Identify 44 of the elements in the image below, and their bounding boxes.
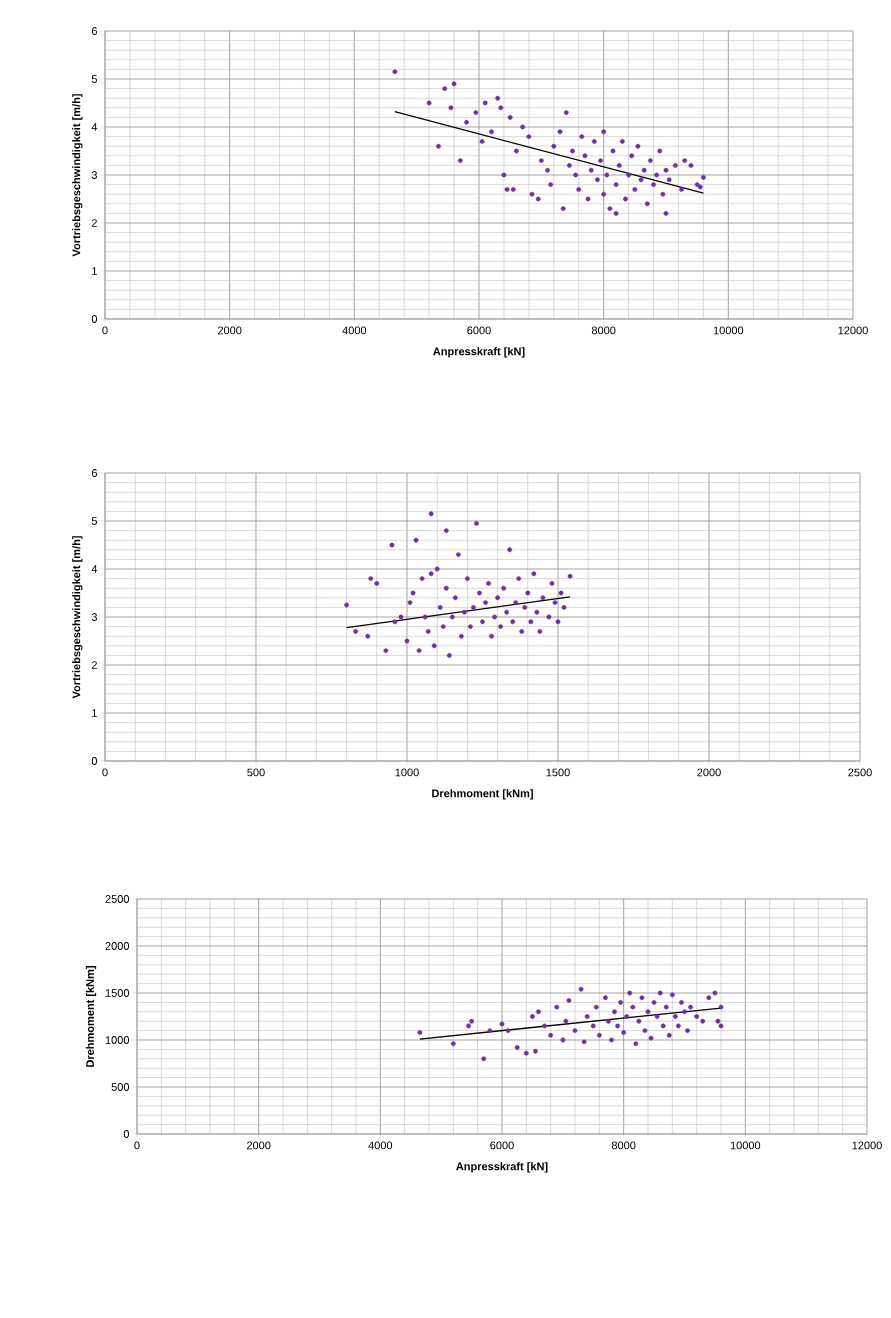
x-tick-label: 6000	[490, 1141, 514, 1150]
y-tick-label: 6	[91, 469, 97, 477]
y-tick-label: 3	[91, 171, 97, 179]
y-axis-title: Vortriebsgeschwindigkeit [m/h]	[72, 94, 83, 257]
x-tick-label: 12000	[852, 1141, 882, 1150]
x-tick-label: 1000	[395, 768, 419, 777]
y-tick-label: 1	[92, 709, 97, 717]
x-tick-label: 6000	[467, 326, 491, 335]
y-tick-label: 2500	[105, 895, 130, 903]
x-tick-label: 500	[247, 768, 265, 777]
y-tick-label: 4	[91, 123, 98, 131]
y-tick-label: 4	[91, 565, 98, 573]
x-tick-label: 2000	[246, 1141, 271, 1150]
y-tick-label: 3	[91, 613, 97, 621]
y-tick-label: 2	[91, 219, 97, 227]
x-axis-title: Anpresskraft [kN]	[456, 1162, 548, 1173]
y-tick-label: 0	[91, 757, 98, 765]
y-tick-label: 1500	[105, 989, 130, 997]
x-tick-label: 10000	[730, 1141, 761, 1150]
y-tick-label: 2000	[105, 942, 130, 950]
y-tick-label: 6	[91, 27, 97, 35]
x-tick-label: 12000	[838, 326, 868, 335]
y-tick-label: 5	[91, 75, 97, 83]
y-tick-label: 5	[91, 517, 97, 525]
x-tick-label: 8000	[611, 1141, 636, 1150]
y-tick-label: 1	[92, 267, 97, 275]
x-tick-label: 0	[134, 1141, 140, 1150]
x-tick-label: 2000	[697, 768, 721, 777]
y-tick-label: 1000	[105, 1036, 130, 1044]
x-tick-label: 8000	[591, 326, 616, 335]
x-axis-title: Anpresskraft [kN]	[433, 347, 525, 358]
x-tick-label: 2000	[217, 326, 242, 335]
y-tick-label: 2	[91, 661, 97, 669]
y-tick-label: 500	[111, 1083, 130, 1091]
y-axis-title: Vortriebsgeschwindigkeit [m/h]	[72, 536, 83, 699]
x-tick-label: 4000	[342, 326, 367, 335]
x-tick-label: 1500	[546, 768, 570, 777]
y-axis-title: Drehmoment [kNm]	[85, 966, 97, 1067]
x-tick-label: 10000	[713, 326, 744, 335]
x-tick-label: 4000	[368, 1141, 393, 1150]
x-axis-title: Drehmoment [kNm]	[432, 789, 533, 800]
x-tick-label: 2500	[848, 768, 872, 777]
y-tick-label: 0	[123, 1130, 130, 1138]
y-tick-label: 0	[91, 315, 98, 323]
